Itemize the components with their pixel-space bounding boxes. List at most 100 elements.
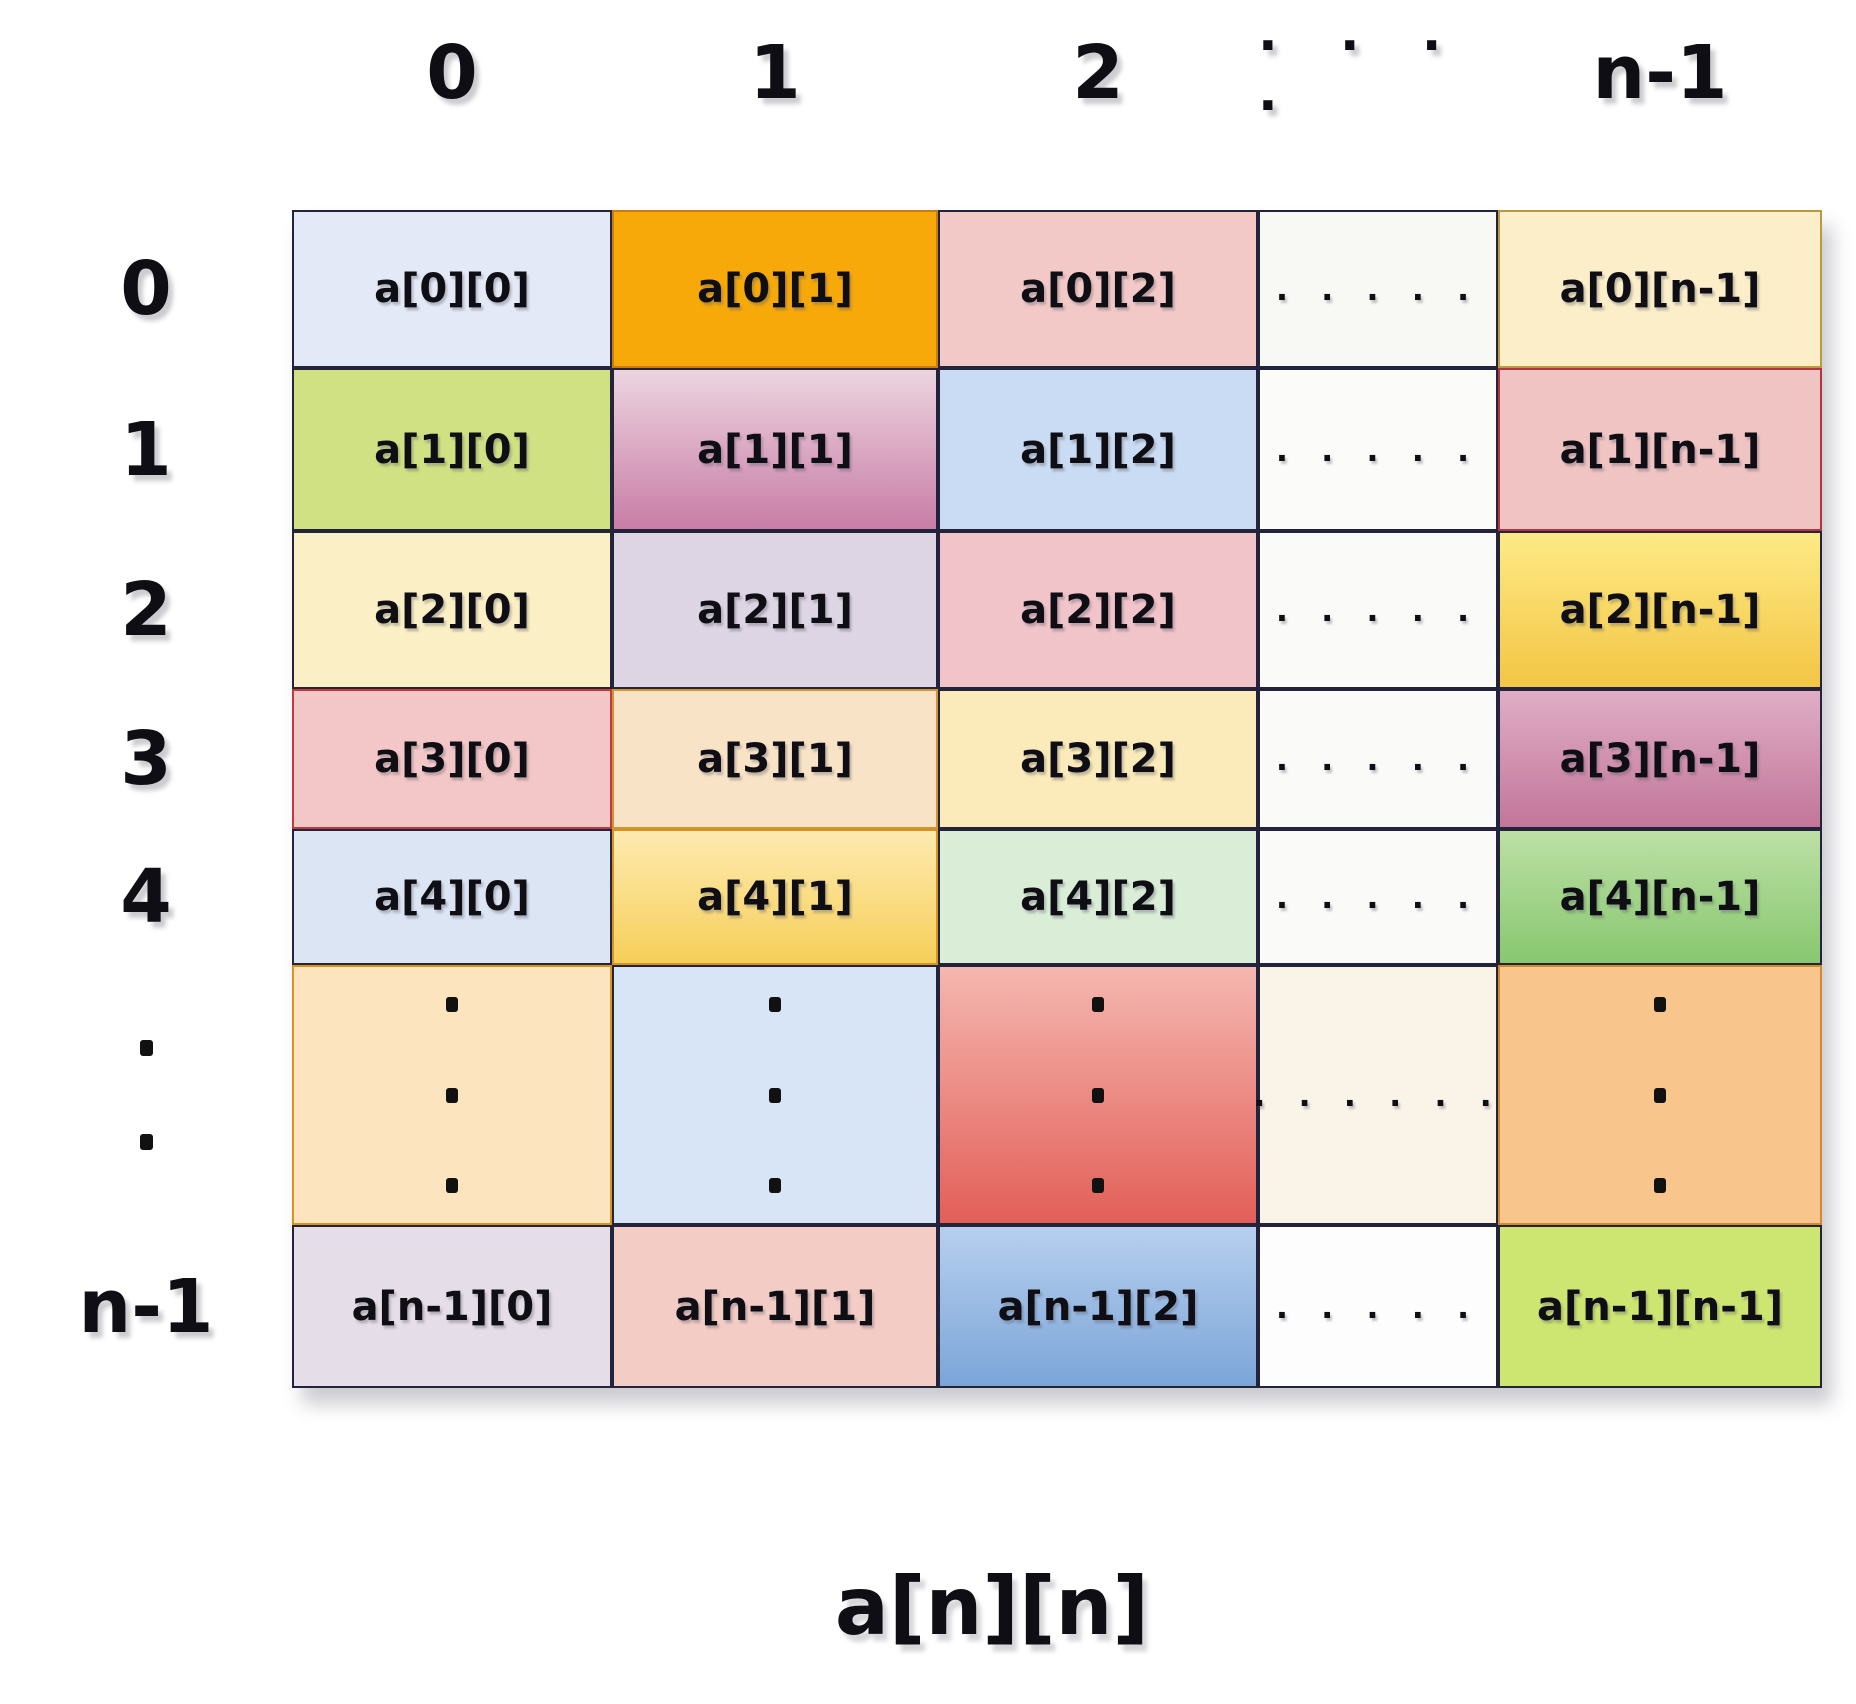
- cell-label: a[4][2]: [1020, 874, 1176, 920]
- column-header-label: n-1: [1592, 30, 1728, 116]
- cell-label: a[0][0]: [374, 266, 530, 312]
- cell-row-0-col-0: a[0][0]: [292, 210, 612, 368]
- column-header-label: . . . .: [1258, 3, 1464, 123]
- cell-label: a[3][1]: [697, 736, 853, 782]
- cell-row-dots-col-3: . . . . . .: [1253, 965, 1498, 1225]
- row-header-2: 2: [0, 531, 292, 689]
- cell-row-n-1-col-3: . . . . .: [1258, 1225, 1498, 1388]
- ellipsis-label: . . . . .: [1275, 430, 1481, 469]
- cell-label: a[4][1]: [697, 874, 853, 920]
- ellipsis-dot: [139, 1040, 153, 1056]
- column-header-ellipsis: . . . .: [1258, 0, 1498, 210]
- row-header-1: 1: [0, 368, 292, 531]
- cell-label: a[n-1][1]: [674, 1283, 876, 1330]
- cell-row-3-col-1: a[3][1]: [612, 689, 938, 829]
- row-header-label: 4: [120, 854, 172, 940]
- cell-row-2-col-3: . . . . .: [1258, 531, 1498, 689]
- row-header-label: n-1: [78, 1263, 214, 1350]
- cell-label: a[3][2]: [1020, 736, 1176, 782]
- cell-label: a[n-1][n-1]: [1537, 1283, 1783, 1330]
- cell-label: a[0][2]: [1020, 266, 1176, 312]
- cell-row-n-1-col-0: a[n-1][0]: [292, 1225, 612, 1388]
- cell-row-dots-col-2: [938, 965, 1258, 1225]
- cell-row-dots-col-0: [292, 965, 612, 1225]
- cell-label: a[4][n-1]: [1559, 874, 1761, 920]
- cell-row-2-col-1: a[2][1]: [612, 531, 938, 689]
- ellipsis-dot: [446, 997, 458, 1012]
- cell-label: a[1][n-1]: [1559, 426, 1761, 473]
- ellipsis-dot: [1092, 1178, 1104, 1193]
- cell-label: a[0][1]: [697, 266, 853, 312]
- ellipsis-label: . . . . .: [1275, 878, 1481, 916]
- cell-label: a[3][n-1]: [1559, 736, 1761, 782]
- row-header-3: 3: [0, 689, 292, 829]
- ellipsis-label: . . . . .: [1275, 270, 1481, 308]
- ellipsis-dot: [1092, 1087, 1104, 1103]
- matrix-grid: 0 1 2 . . . . n-1 0 1 2 3 4 n-1 a[0][0] a[0][1] a[0][…: [0, 0, 1822, 1388]
- row-header-label: 3: [120, 716, 172, 802]
- figure-caption: a[n][n]: [834, 1560, 1150, 1653]
- ellipsis-dot: [1654, 1087, 1666, 1103]
- column-header-1: 1: [612, 0, 938, 210]
- ellipsis-dot: [446, 1087, 458, 1103]
- column-header-label: 0: [426, 30, 478, 116]
- row-header-n-1: n-1: [0, 1225, 292, 1388]
- cell-row-n-1-col-4: a[n-1][n-1]: [1498, 1225, 1822, 1388]
- cell-label: a[2][1]: [697, 587, 853, 633]
- cell-label: a[4][0]: [374, 874, 530, 920]
- ellipsis-dot: [1092, 997, 1104, 1012]
- row-header-0: 0: [0, 210, 292, 368]
- ellipsis-label: . . . . . .: [1253, 1076, 1503, 1114]
- cell-label: a[1][1]: [697, 426, 853, 473]
- ellipsis-label: . . . . .: [1275, 740, 1481, 778]
- cell-row-4-col-2: a[4][2]: [938, 829, 1258, 965]
- cell-row-4-col-1: a[4][1]: [612, 829, 938, 965]
- cell-label: a[3][0]: [374, 736, 530, 782]
- row-header-label: 1: [120, 406, 172, 493]
- cell-label: a[2][0]: [374, 587, 530, 633]
- cell-row-2-col-2: a[2][2]: [938, 531, 1258, 689]
- cell-row-0-col-4: a[0][n-1]: [1498, 210, 1822, 368]
- cell-label: a[2][2]: [1020, 587, 1176, 633]
- cell-row-1-col-0: a[1][0]: [292, 368, 612, 531]
- column-header-0: 0: [292, 0, 612, 210]
- cell-row-4-col-4: a[4][n-1]: [1498, 829, 1822, 965]
- row-header-label: 2: [120, 567, 172, 653]
- ellipsis-label: . . . . .: [1275, 1287, 1481, 1326]
- column-header-2: 2: [938, 0, 1258, 210]
- cell-row-0-col-1: a[0][1]: [612, 210, 938, 368]
- cell-row-dots-col-1: [612, 965, 938, 1225]
- cell-row-1-col-1: a[1][1]: [612, 368, 938, 531]
- column-header-n-1: n-1: [1498, 0, 1822, 210]
- cell-row-n-1-col-2: a[n-1][2]: [938, 1225, 1258, 1388]
- ellipsis-dot: [769, 1178, 781, 1193]
- cell-row-3-col-3: . . . . .: [1258, 689, 1498, 829]
- cell-row-dots-col-4: [1498, 965, 1822, 1225]
- cell-row-3-col-4: a[3][n-1]: [1498, 689, 1822, 829]
- cell-label: a[1][2]: [1020, 426, 1176, 473]
- cell-label: a[1][0]: [374, 426, 530, 473]
- corner-spacer: [0, 0, 292, 210]
- cell-row-1-col-3: . . . . .: [1258, 368, 1498, 531]
- ellipsis-dot: [1654, 1178, 1666, 1193]
- row-header-label: 0: [120, 246, 172, 332]
- cell-label: a[n-1][2]: [997, 1283, 1199, 1330]
- cell-row-n-1-col-1: a[n-1][1]: [612, 1225, 938, 1388]
- cell-row-3-col-2: a[3][2]: [938, 689, 1258, 829]
- cell-row-4-col-0: a[4][0]: [292, 829, 612, 965]
- column-header-label: 2: [1072, 30, 1124, 116]
- cell-label: a[0][n-1]: [1559, 266, 1761, 312]
- cell-row-1-col-2: a[1][2]: [938, 368, 1258, 531]
- cell-row-0-col-2: a[0][2]: [938, 210, 1258, 368]
- ellipsis-dot: [446, 1178, 458, 1193]
- column-header-label: 1: [749, 30, 801, 116]
- ellipsis-dot: [769, 1087, 781, 1103]
- ellipsis-label: . . . . .: [1275, 591, 1481, 629]
- cell-row-2-col-0: a[2][0]: [292, 531, 612, 689]
- cell-label: a[n-1][0]: [351, 1283, 553, 1330]
- ellipsis-dot: [1654, 997, 1666, 1012]
- row-header-ellipsis: [0, 965, 292, 1225]
- ellipsis-dot: [139, 1134, 153, 1150]
- cell-row-4-col-3: . . . . .: [1258, 829, 1498, 965]
